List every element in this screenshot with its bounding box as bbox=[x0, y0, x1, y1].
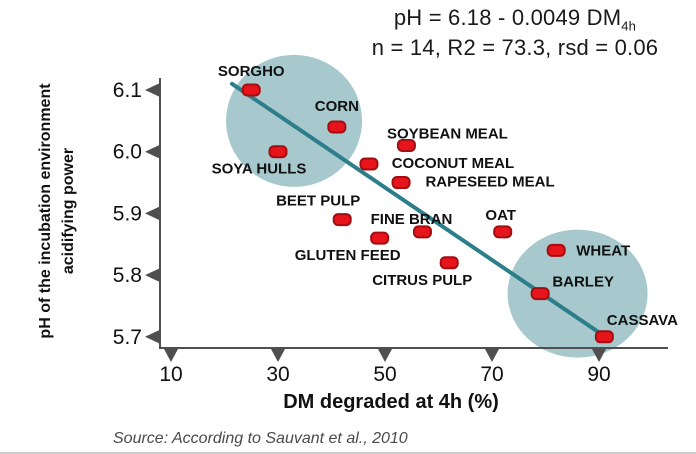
data-point-label: BEET PULP bbox=[276, 193, 360, 210]
y-tick-label: 5.7 bbox=[113, 326, 142, 349]
data-point-label: WHEAT bbox=[576, 242, 630, 259]
y-tick-marker bbox=[145, 329, 160, 344]
data-point-label: FINE BRAN bbox=[371, 211, 453, 228]
data-point-label: SOYA HULLS bbox=[212, 161, 307, 178]
x-tick-label: 50 bbox=[373, 363, 396, 386]
y-axis-title-line2: acidifying power bbox=[60, 147, 77, 275]
data-point-marker bbox=[391, 176, 411, 190]
data-point-label: CASSAVA bbox=[607, 312, 678, 329]
y-tick-marker bbox=[145, 268, 160, 283]
data-point-label: SORGHO bbox=[218, 63, 285, 80]
bottom-divider bbox=[0, 452, 696, 454]
equation-main-text: pH = 6.18 - 0.0049 DM bbox=[393, 5, 622, 30]
x-axis-title: DM degraded at 4h (%) bbox=[283, 391, 499, 413]
data-point-marker bbox=[530, 287, 550, 301]
data-point-label: BARLEY bbox=[552, 274, 614, 291]
y-tick-label: 5.9 bbox=[113, 202, 142, 225]
x-tick-label: 90 bbox=[587, 363, 610, 386]
y-tick-marker bbox=[145, 144, 160, 159]
data-point-label: OAT bbox=[485, 207, 516, 224]
equation-subscript: 4h bbox=[621, 18, 637, 34]
data-point-label: SOYBEAN MEAL bbox=[387, 126, 508, 143]
data-point-marker bbox=[327, 120, 347, 134]
y-axis-title: pH of the incubation environment acidify… bbox=[34, 71, 80, 351]
data-point-label: RAPESEED MEAL bbox=[425, 174, 554, 191]
data-point-label: COCONUT MEAL bbox=[392, 155, 515, 172]
x-tick-marker bbox=[592, 349, 606, 362]
data-point-marker bbox=[546, 243, 566, 257]
data-point-label: CITRUS PULP bbox=[372, 272, 472, 289]
x-tick-label: 30 bbox=[266, 363, 289, 386]
y-tick-label: 6.0 bbox=[113, 141, 142, 164]
regression-stats-line: n = 14, R2 = 73.3, rsd = 0.06 bbox=[371, 35, 659, 60]
data-point-marker bbox=[359, 157, 379, 171]
data-point-marker bbox=[268, 145, 288, 159]
y-tick-marker bbox=[145, 206, 160, 221]
data-point-marker bbox=[439, 256, 459, 270]
data-point-marker bbox=[412, 225, 432, 239]
data-point-marker bbox=[594, 330, 614, 344]
data-point-marker bbox=[396, 139, 416, 153]
regression-equation-line: pH = 6.18 - 0.0049 DM4h bbox=[340, 3, 690, 33]
source-note: Source: According to Sauvant et al., 201… bbox=[113, 430, 408, 447]
data-point-marker bbox=[332, 213, 352, 227]
y-tick-label: 5.8 bbox=[113, 264, 142, 287]
x-tick-marker bbox=[378, 349, 392, 362]
x-tick-marker bbox=[271, 349, 285, 362]
data-point-marker bbox=[241, 83, 261, 97]
x-tick-label: 70 bbox=[480, 363, 503, 386]
data-point-marker bbox=[370, 231, 390, 245]
data-point-label: CORN bbox=[315, 98, 359, 115]
highlight-ellipse bbox=[507, 229, 648, 358]
regression-equation-block: pH = 6.18 - 0.0049 DM4h n = 14, R2 = 73.… bbox=[340, 3, 690, 63]
y-tick-label: 6.1 bbox=[113, 79, 142, 102]
x-tick-marker bbox=[485, 349, 499, 362]
y-axis-title-line1: pH of the incubation environment bbox=[37, 83, 54, 339]
data-point-marker bbox=[493, 225, 513, 239]
y-tick-marker bbox=[145, 83, 160, 97]
data-point-label: GLUTEN FEED bbox=[295, 247, 401, 264]
x-tick-label: 10 bbox=[159, 363, 182, 386]
x-tick-marker bbox=[164, 349, 178, 362]
